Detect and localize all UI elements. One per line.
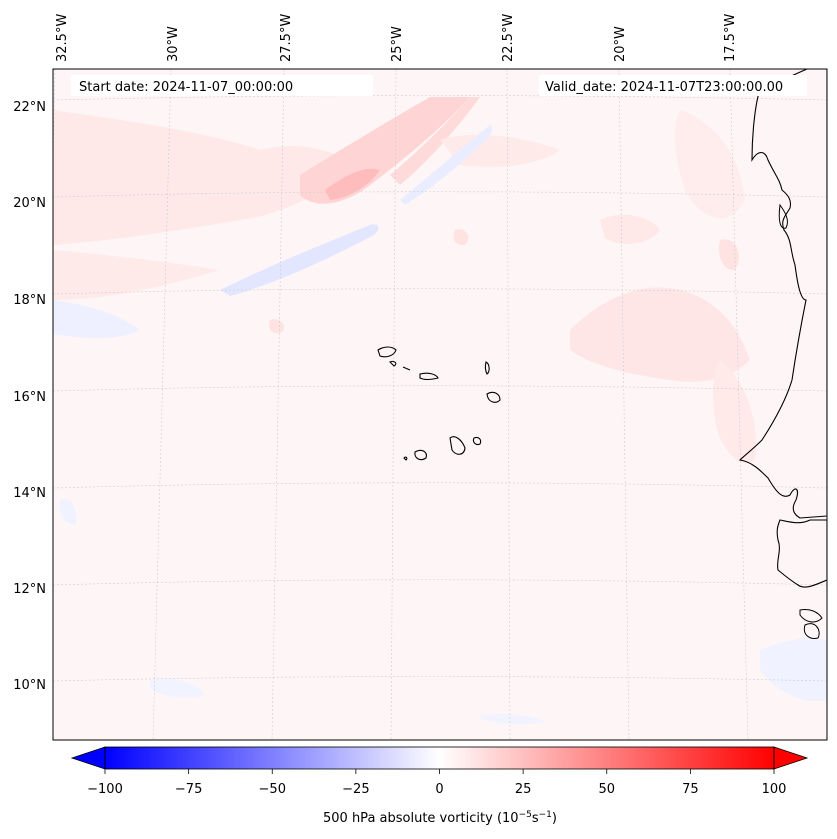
latitude-labels: 22°N 20°N 18°N 16°N 14°N 12°N 10°N [13,100,46,693]
senegal-guinea-coastline [776,519,827,588]
vorticity-patch [59,499,77,525]
colorbar-tick-label: 100 [762,782,787,797]
boa-vista-island [486,391,501,403]
vorticity-patch [600,214,660,244]
colorbar-tick-label: 0 [435,782,443,797]
bissagos-island [803,623,820,639]
maio-island [472,436,482,446]
colorbar-tick-label: 75 [682,782,699,797]
africa-coastline [738,69,827,519]
vorticity-patch [53,250,220,300]
colorbar-low-extend [70,746,106,770]
lat-label: 20°N [13,196,46,211]
map-frame [52,68,828,741]
colorbar-tick-label: −25 [342,782,369,797]
colorbar-tick-label: 25 [515,782,532,797]
lon-label: 25°W [390,26,405,62]
lat-label: 18°N [13,293,46,308]
brava-island [403,456,408,461]
fogo-island [414,449,427,461]
vorticity-patch [719,239,740,271]
colorbar-high-extend [773,746,809,770]
bissagos-island [799,609,823,623]
sao-nicolau-island [419,372,439,381]
colorbar-gradient [105,747,774,769]
lon-label: 30°W [166,26,181,62]
vorticity-patch [760,638,827,701]
colorbar: −100 −75 −50 −25 0 25 50 75 100 500 hPa absolute… [70,746,809,826]
vorticity-patch [268,319,285,334]
lat-gridline [53,288,827,295]
lon-label: 32.5°W [55,14,70,62]
map-area: Start date: 2024-11-07_00:00:00 Valid_da… [53,69,827,740]
vorticity-patch [674,110,745,219]
colorbar-ticks: −100 −75 −50 −25 0 25 50 75 100 [87,769,786,797]
vorticity-patch [53,300,140,339]
vorticity-patch [453,229,469,246]
vorticity-patch [713,360,756,463]
colorbar-tick-label: −50 [259,782,286,797]
vorticity-patch [390,97,480,185]
lat-gridline [53,676,827,682]
start-date-box [71,75,373,96]
colorbar-tick-label: 50 [598,782,615,797]
lat-label: 14°N [13,486,46,501]
sao-vicente-island [389,360,397,367]
lon-label: 17.5°W [723,14,738,62]
vorticity-patch [300,97,470,204]
colorbar-tick-label: −100 [87,782,123,797]
valid-date-label: Valid_date: 2024-11-07T23:00:00.00 [545,80,783,95]
lat-label: 22°N [13,100,46,115]
lat-gridline [53,385,827,392]
vorticity-patch [220,224,379,296]
longitude-labels: 32.5°W 30°W 27.5°W 25°W 22.5°W 20°W 17.5… [55,14,738,62]
lat-label: 12°N [13,582,46,597]
colorbar-tick-label: −75 [175,782,202,797]
lon-label: 22.5°W [501,14,516,62]
lat-gridline [53,191,827,198]
lon-label: 27.5°W [279,14,294,62]
lat-label: 10°N [13,678,46,693]
lat-gridline [53,579,827,586]
vorticity-patch [150,678,205,698]
vorticity-patch [53,110,360,245]
graticule [53,69,827,740]
sal-island [484,361,490,375]
santiago-island [449,436,466,455]
negative-vorticity-patches [53,125,827,725]
santo-antao-island [377,346,397,358]
santa-luzia-island [402,366,411,371]
vorticity-patch [400,125,493,205]
vorticity-patch [570,287,750,382]
lat-gridline [53,95,827,101]
vorticity-patch [480,713,545,725]
lat-label: 16°N [13,390,46,405]
cape-verde-islands [377,346,501,461]
lon-label: 20°W [613,26,628,62]
positive-vorticity-patches [53,97,756,463]
valid-date-box [539,75,807,96]
lat-gridline [53,482,827,489]
start-date-label: Start date: 2024-11-07_00:00:00 [79,80,293,95]
colorbar-label: 500 hPa absolute vorticity (10−5s−1) [323,810,557,826]
banc-arguin-island [778,203,788,229]
